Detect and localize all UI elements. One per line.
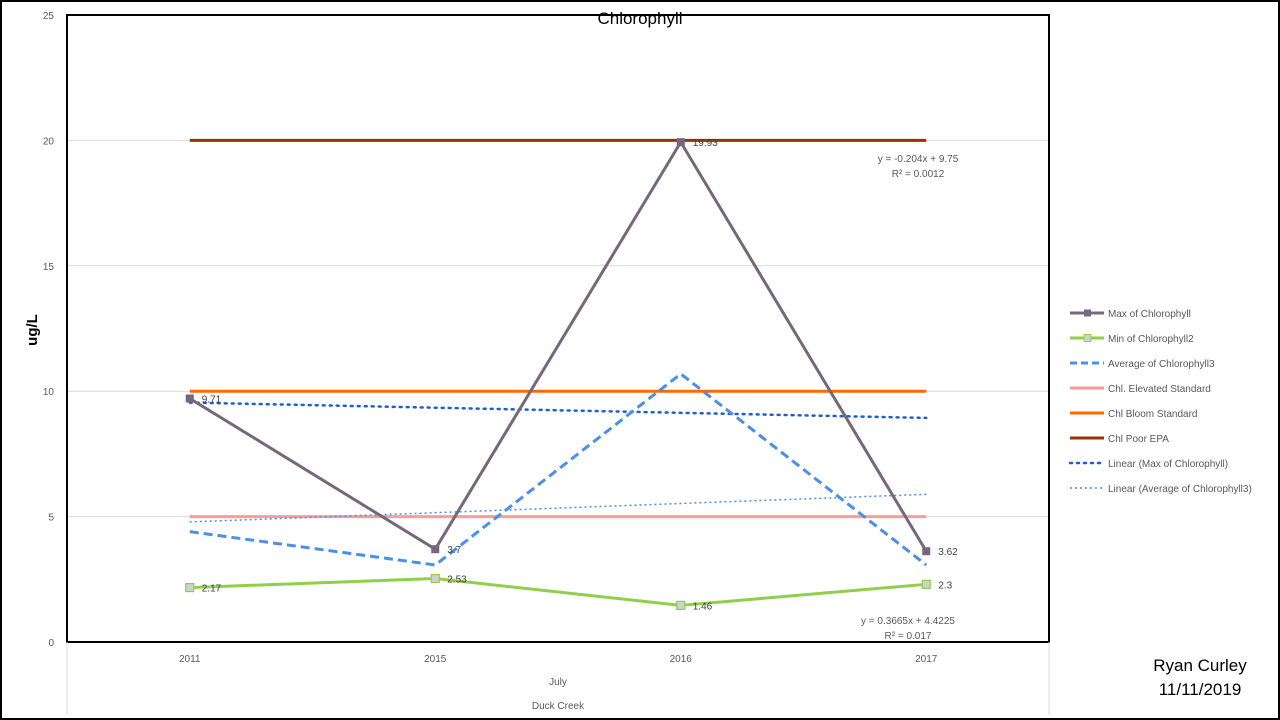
- x-tick-label: 2015: [424, 654, 447, 665]
- plot-area-border: [66, 14, 1050, 643]
- trendline-r-squared: R² = 0.017: [885, 631, 932, 642]
- x-tick-label: 2017: [915, 654, 938, 665]
- series-line-max-of-chlorophyll: [188, 139, 928, 552]
- legend-label: Chl Poor EPA: [1108, 434, 1169, 445]
- x-tick-label: 2011: [179, 654, 201, 665]
- legend-label: Chl Bloom Standard: [1108, 409, 1198, 420]
- data-marker: [922, 547, 931, 556]
- data-marker: [921, 579, 931, 589]
- data-marker: [676, 600, 686, 610]
- legend-label: Chl. Elevated Standard: [1108, 384, 1211, 395]
- author-name: Ryan Curley: [1153, 656, 1247, 675]
- x-group-label: Duck Creek: [532, 701, 585, 712]
- trendline-equation: y = 0.3665x + 4.4225: [861, 616, 955, 627]
- data-label: 2.53: [447, 575, 467, 586]
- data-marker: [430, 573, 440, 584]
- y-tick-label: 25: [43, 11, 55, 22]
- trendline-equation: y = -0.204x + 9.75: [878, 154, 959, 165]
- legend-marker: [1083, 334, 1092, 342]
- data-marker: [676, 138, 685, 147]
- author-date: 11/11/2019: [1158, 680, 1242, 699]
- data-label: 3.62: [938, 547, 958, 558]
- legend-marker: [1084, 309, 1091, 317]
- y-tick-label: 5: [48, 513, 54, 524]
- data-marker: [431, 545, 440, 554]
- y-tick-label: 0: [48, 638, 54, 649]
- data-label: 19.93: [693, 138, 718, 149]
- data-label: 1.46: [693, 601, 713, 612]
- series-line-linear-max-of-chlorophyll-: [188, 401, 928, 420]
- data-marker: [185, 394, 194, 403]
- legend-label: Max of Chlorophyll: [1108, 309, 1191, 320]
- trendline-r-squared: R² = 0.0012: [892, 169, 945, 180]
- series-line-average-of-chlorophyll3: [189, 371, 928, 567]
- data-label: 3.7: [447, 545, 461, 556]
- data-label: 9.71: [202, 394, 222, 405]
- chart-title: Chlorophyll: [597, 9, 682, 28]
- y-tick-label: 10: [43, 387, 55, 398]
- data-label: 2.17: [202, 584, 222, 595]
- y-tick-label: 20: [43, 136, 55, 147]
- data-label: 2.3: [938, 580, 952, 591]
- data-marker: [185, 582, 195, 593]
- legend-label: Average of Chlorophyll3: [1108, 359, 1215, 370]
- x-tick-label: 2016: [670, 654, 693, 665]
- legend-label: Min of Chlorophyll2: [1108, 334, 1194, 345]
- y-axis-label: ug/L: [24, 314, 41, 346]
- series-line-min-of-chlorophyll2: [189, 577, 927, 607]
- legend-label: Linear (Average of Chlorophyll3): [1108, 484, 1252, 495]
- y-tick-label: 15: [43, 262, 55, 273]
- x-group-label: July: [549, 677, 567, 688]
- legend-label: Linear (Max of Chlorophyll): [1108, 459, 1228, 470]
